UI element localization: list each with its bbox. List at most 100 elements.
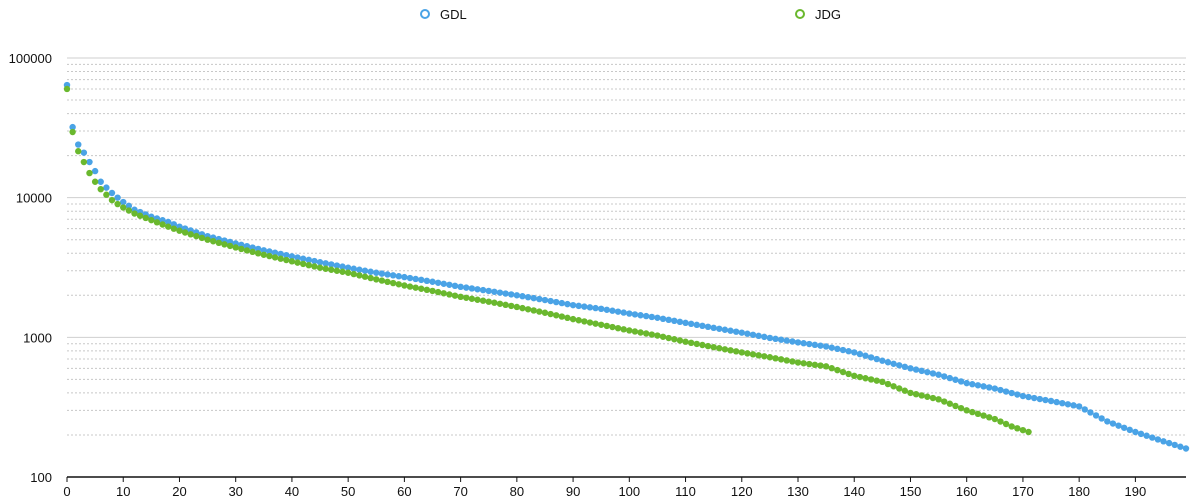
data-point-gdl (935, 371, 942, 378)
data-point-gdl (946, 374, 954, 382)
series-gdl (63, 81, 1190, 452)
data-point-jdg (1002, 420, 1010, 428)
data-point-gdl (952, 376, 959, 383)
data-point-gdl (361, 267, 369, 274)
data-point-gdl (710, 324, 717, 332)
data-point-jdg (170, 225, 178, 232)
data-point-jdg (777, 356, 785, 363)
data-point-gdl (755, 332, 762, 340)
data-point-gdl (592, 304, 599, 312)
data-point-gdl (423, 277, 431, 285)
data-point-gdl (97, 178, 104, 185)
data-point-gdl (727, 327, 734, 334)
data-point-gdl (1109, 420, 1117, 427)
data-point-gdl (974, 382, 982, 389)
data-point-jdg (631, 328, 639, 335)
data-point-gdl (879, 357, 886, 364)
data-point-gdl (1149, 434, 1156, 441)
data-point-gdl (328, 261, 335, 268)
data-point-jdg (738, 349, 745, 356)
x-tick-label: 80 (510, 484, 524, 499)
data-point-jdg (63, 85, 71, 93)
data-point-jdg (794, 359, 802, 366)
data-point-jdg (333, 267, 341, 274)
data-point-jdg (378, 277, 386, 284)
data-point-jdg (232, 244, 239, 251)
data-point-gdl (603, 306, 611, 313)
data-point-gdl (845, 348, 852, 355)
data-point-jdg (463, 294, 470, 301)
data-point-jdg (716, 345, 723, 352)
x-tick-label: 50 (341, 484, 355, 499)
data-point-gdl (1098, 415, 1105, 422)
data-point-jdg (322, 265, 329, 272)
data-point-gdl (378, 270, 386, 277)
data-point-gdl (614, 308, 622, 315)
data-point-jdg (165, 223, 172, 230)
data-point-jdg (626, 327, 633, 334)
data-point-jdg (198, 234, 206, 242)
data-point-jdg (373, 276, 380, 283)
data-point-jdg (789, 358, 796, 365)
data-point-jdg (727, 347, 734, 354)
data-point-gdl (851, 349, 858, 356)
data-point-jdg (491, 299, 498, 306)
data-point-jdg (513, 303, 521, 311)
data-point-jdg (732, 348, 740, 355)
data-point-gdl (682, 319, 689, 327)
data-point-gdl (541, 296, 549, 304)
data-point-gdl (356, 266, 363, 273)
data-point-gdl (536, 295, 543, 303)
x-tick-label: 160 (956, 484, 978, 499)
data-point-jdg (226, 242, 234, 250)
data-point-gdl (783, 337, 790, 344)
data-point-gdl (609, 307, 616, 314)
data-point-gdl (401, 273, 408, 281)
data-point-jdg (867, 376, 875, 383)
data-point-gdl (108, 189, 116, 197)
data-point-jdg (210, 238, 217, 245)
data-point-jdg (288, 258, 296, 265)
data-point-gdl (429, 278, 436, 285)
data-point-jdg (642, 330, 650, 337)
data-point-jdg (423, 286, 431, 294)
data-point-gdl (1025, 393, 1032, 401)
x-tick-label: 150 (900, 484, 922, 499)
data-point-jdg (609, 323, 616, 331)
data-point-jdg (901, 387, 909, 394)
data-point-jdg (254, 250, 262, 257)
data-point-jdg (575, 317, 582, 324)
data-point-gdl (597, 305, 605, 313)
data-point-gdl (997, 386, 1004, 394)
data-point-gdl (474, 286, 481, 293)
data-point-gdl (766, 334, 774, 342)
data-point-jdg (553, 312, 560, 319)
data-point-jdg (957, 404, 965, 412)
data-point-jdg (446, 291, 453, 298)
data-point-jdg (401, 282, 408, 289)
data-point-jdg (839, 368, 847, 376)
data-point-gdl (980, 383, 987, 390)
data-point-jdg (508, 302, 515, 310)
data-point-gdl (333, 262, 341, 269)
x-tick-label: 190 (1125, 484, 1147, 499)
data-point-gdl (114, 194, 121, 201)
x-tick-label: 70 (453, 484, 467, 499)
data-point-gdl (1143, 432, 1150, 439)
x-tick-label: 20 (172, 484, 186, 499)
data-point-gdl (165, 218, 172, 226)
x-tick-label: 170 (1012, 484, 1034, 499)
data-point-gdl (1137, 430, 1145, 438)
data-point-jdg (985, 414, 993, 421)
data-point-gdl (581, 303, 588, 310)
data-point-gdl (901, 363, 909, 370)
data-point-jdg (569, 315, 577, 323)
data-point-gdl (569, 301, 577, 309)
data-point-gdl (457, 283, 464, 291)
data-point-gdl (1042, 396, 1049, 404)
data-point-gdl (406, 274, 414, 282)
data-point-jdg (305, 261, 312, 269)
data-point-jdg (361, 273, 369, 280)
data-point-jdg (637, 329, 644, 336)
data-point-jdg (536, 308, 543, 315)
